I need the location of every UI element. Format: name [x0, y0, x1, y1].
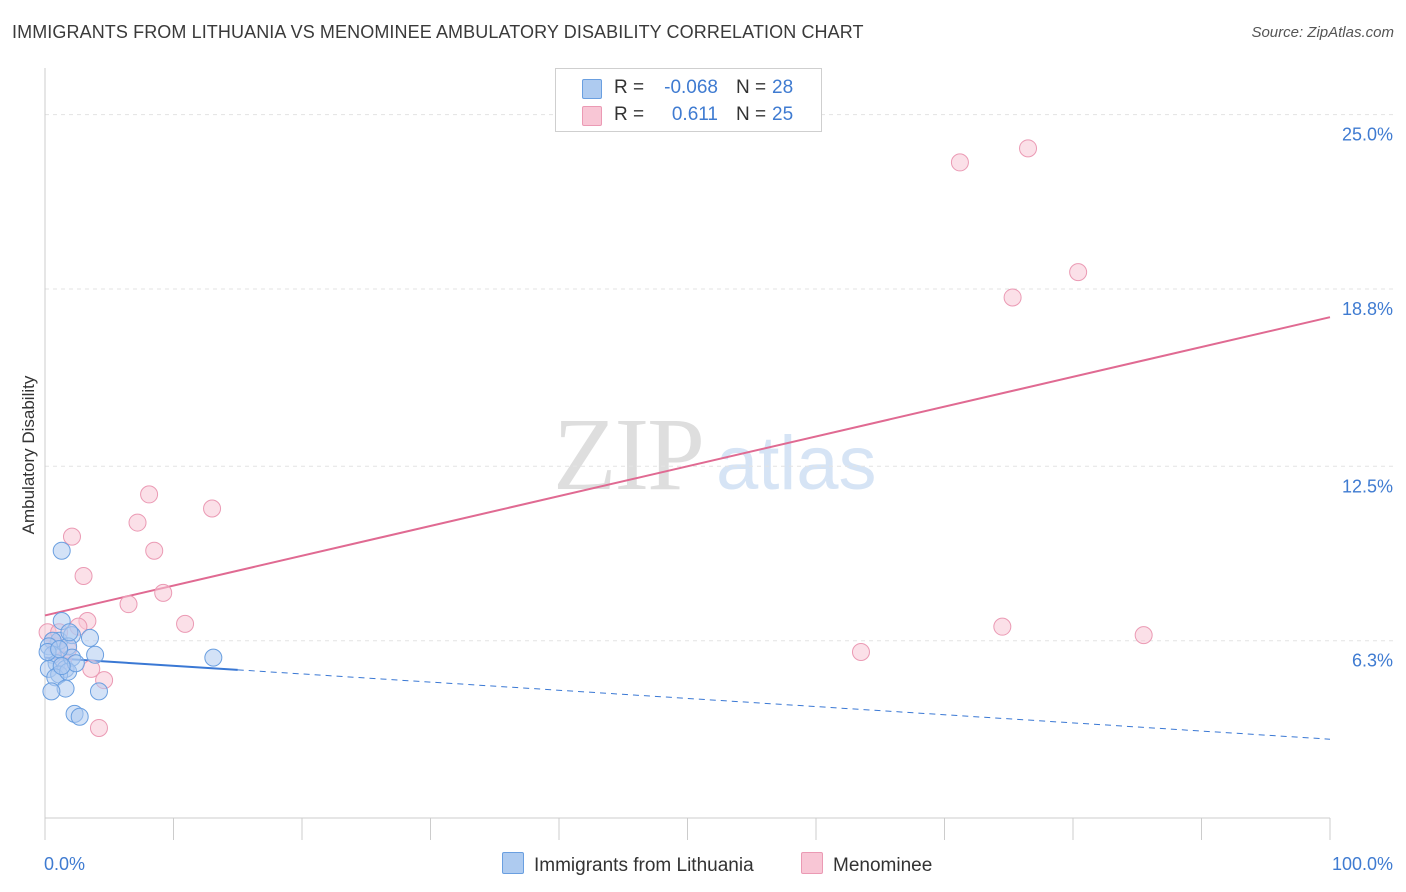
n-value: 25 — [772, 104, 794, 125]
watermark-zip: ZIP — [553, 397, 705, 512]
data-points — [38, 139, 1153, 737]
legend-row-series2: R = 0.611 N = 25 — [556, 102, 821, 128]
menominee-point — [950, 153, 969, 172]
series2-trend-line — [44, 316, 1331, 617]
legend-row-series1: R = -0.068 N = 28 — [556, 75, 821, 101]
y-tick-label: 18.8% — [1342, 299, 1393, 319]
menominee-point — [128, 513, 147, 532]
y-axis-label: Ambulatory Disability — [19, 375, 38, 534]
chart-title: IMMIGRANTS FROM LITHUANIA VS MENOMINEE A… — [12, 22, 864, 42]
menominee-point — [1019, 139, 1038, 158]
series2-swatch — [801, 852, 823, 874]
trend-lines — [44, 316, 1331, 740]
tick-labels: 6.3% 12.5% 18.8% 25.0% 0.0% 100.0% — [44, 125, 1393, 874]
lithuania-point — [50, 640, 69, 659]
lithuania-point — [52, 657, 71, 676]
menominee-point — [154, 583, 173, 602]
axes — [44, 68, 1331, 840]
menominee-point — [1069, 263, 1088, 282]
menominee-point — [1134, 626, 1153, 645]
menominee-point — [119, 595, 138, 614]
y-tick-label: 12.5% — [1342, 476, 1393, 496]
series1-swatch — [502, 852, 524, 874]
lithuania-point — [52, 541, 71, 560]
n-label: N = — [736, 104, 767, 125]
menominee-point — [89, 718, 108, 737]
r-value: -0.068 — [664, 77, 718, 98]
lithuania-point — [80, 628, 99, 647]
n-label: N = — [736, 77, 767, 98]
x-tick-label: 100.0% — [1332, 854, 1393, 874]
bottom-legend-series1: Immigrants from Lithuania — [502, 852, 754, 877]
menominee-point — [140, 485, 159, 504]
grid-lines — [45, 114, 1393, 642]
source-label: Source: ZipAtlas.com — [1251, 24, 1394, 41]
r-label: R = — [614, 104, 645, 125]
menominee-point — [145, 541, 164, 560]
lithuania-point — [89, 682, 108, 701]
bottom-legend-series2: Menominee — [801, 852, 932, 877]
correlation-legend: R = -0.068 N = 28 R = 0.611 N = 25 — [555, 68, 822, 132]
y-tick-label: 6.3% — [1352, 651, 1393, 671]
series2-name: Menominee — [833, 855, 933, 876]
menominee-point — [62, 527, 81, 546]
lithuania-point — [42, 682, 61, 701]
menominee-point — [203, 499, 222, 518]
n-value: 28 — [772, 77, 794, 98]
lithuania-point — [204, 648, 223, 667]
menominee-point — [851, 642, 870, 661]
series1-swatch — [582, 79, 602, 99]
series1-trend-dashed — [237, 669, 1331, 740]
y-tick-label: 25.0% — [1342, 125, 1393, 145]
lithuania-point — [86, 645, 105, 664]
lithuania-point — [70, 707, 89, 726]
r-label: R = — [614, 77, 645, 98]
watermark-atlas: atlas — [716, 421, 877, 506]
menominee-point — [176, 614, 195, 633]
series1-name: Immigrants from Lithuania — [534, 855, 754, 876]
series2-swatch — [582, 106, 602, 126]
menominee-point — [74, 567, 93, 586]
menominee-point — [1003, 288, 1022, 307]
menominee-point — [993, 617, 1012, 636]
x-tick-label: 0.0% — [44, 854, 85, 874]
r-value: 0.611 — [671, 104, 718, 125]
lithuania-point — [60, 623, 79, 642]
